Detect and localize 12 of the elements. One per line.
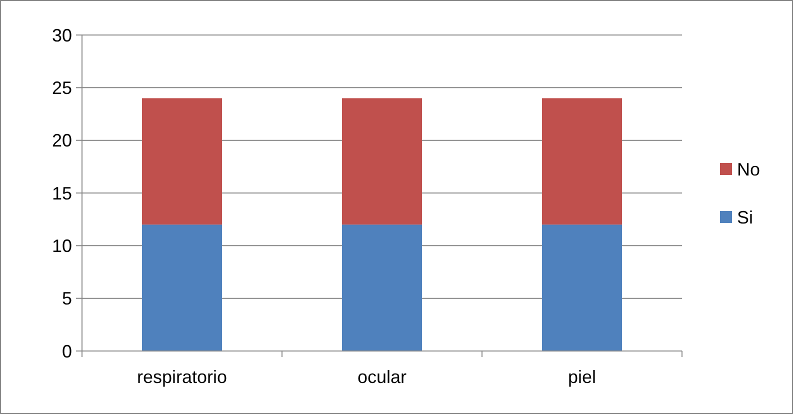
legend-label: No	[737, 159, 760, 180]
x-tick-label: piel	[568, 367, 596, 387]
x-tick-label: respiratorio	[136, 367, 228, 387]
y-tick-label: 15	[52, 183, 72, 204]
y-tick-label: 30	[52, 25, 72, 46]
y-tick-label: 10	[52, 236, 72, 256]
y-tick-label: 25	[52, 78, 72, 98]
y-tick-label: 20	[52, 130, 72, 151]
legend-label: Si	[737, 207, 754, 228]
x-tick-label: ocular	[357, 367, 407, 387]
y-tick-label: 5	[62, 288, 72, 309]
y-tick-label: 0	[62, 341, 72, 362]
